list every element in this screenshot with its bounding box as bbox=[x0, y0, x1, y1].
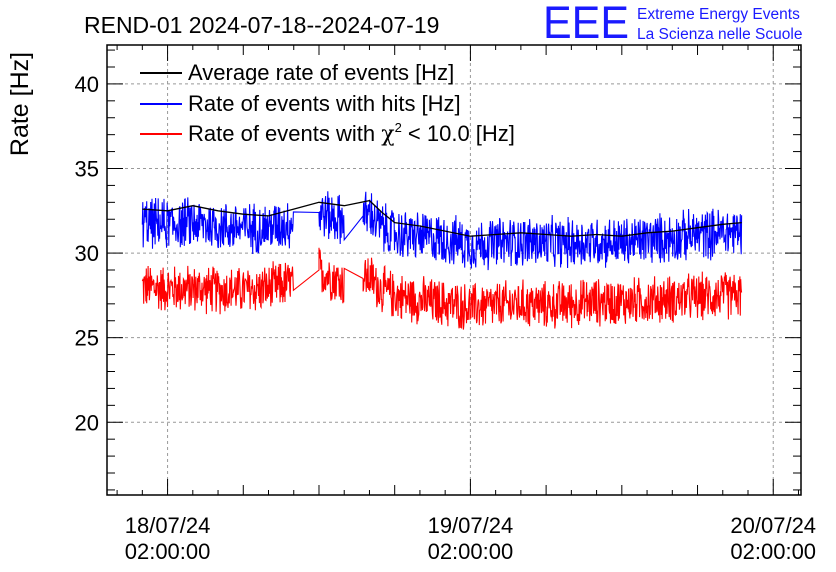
eee-logo-line2: La Scienza nelle Scuole bbox=[637, 26, 802, 43]
x-tick-date: 18/07/24 bbox=[125, 513, 211, 538]
x-tick-time: 02:00:00 bbox=[428, 539, 514, 564]
legend-chi2-prefix: Rate of events with bbox=[188, 121, 381, 146]
x-tick-time: 02:00:00 bbox=[730, 539, 816, 564]
y-tick-labels: 20 25 30 35 40 bbox=[75, 72, 99, 435]
eee-logo-mark: EEE bbox=[543, 0, 629, 48]
y-tick-label: 25 bbox=[75, 326, 99, 351]
series-line bbox=[141, 247, 743, 330]
legend-chi2-superscript: 2 bbox=[395, 120, 402, 135]
grid-lines bbox=[107, 45, 801, 495]
x-tick-labels: 18/07/2402:00:0019/07/2402:00:0020/07/24… bbox=[125, 513, 816, 564]
y-axis-label: Rate [Hz] bbox=[6, 52, 34, 156]
legend-label-chi2: Rate of events with χ2 < 10.0 [Hz] bbox=[188, 120, 515, 147]
y-tick-label: 35 bbox=[75, 156, 99, 181]
x-tick-date: 20/07/24 bbox=[730, 513, 816, 538]
chart-title: REND-01 2024-07-18--2024-07-19 bbox=[84, 12, 439, 38]
y-tick-label: 40 bbox=[75, 72, 99, 97]
legend: Average rate of events [Hz] Rate of even… bbox=[140, 60, 515, 147]
legend-chi2-suffix: < 10.0 [Hz] bbox=[402, 121, 515, 146]
eee-logo-line1: Extreme Energy Events bbox=[637, 6, 800, 23]
legend-label-average: Average rate of events [Hz] bbox=[188, 60, 454, 85]
y-tick-label: 20 bbox=[75, 410, 99, 435]
series-line bbox=[141, 191, 743, 271]
x-tick-time: 02:00:00 bbox=[125, 539, 211, 564]
axis-ticks bbox=[107, 45, 801, 495]
legend-chi2-symbol: χ bbox=[381, 122, 394, 147]
plot-area bbox=[107, 45, 801, 495]
series-line-average bbox=[142, 199, 742, 237]
eee-logo: EEE Extreme Energy Events La Scienza nel… bbox=[543, 0, 802, 48]
x-tick-date: 19/07/24 bbox=[428, 513, 514, 538]
y-tick-label: 30 bbox=[75, 241, 99, 266]
legend-label-hits: Rate of events with hits [Hz] bbox=[188, 91, 461, 116]
series-layer bbox=[141, 191, 743, 330]
